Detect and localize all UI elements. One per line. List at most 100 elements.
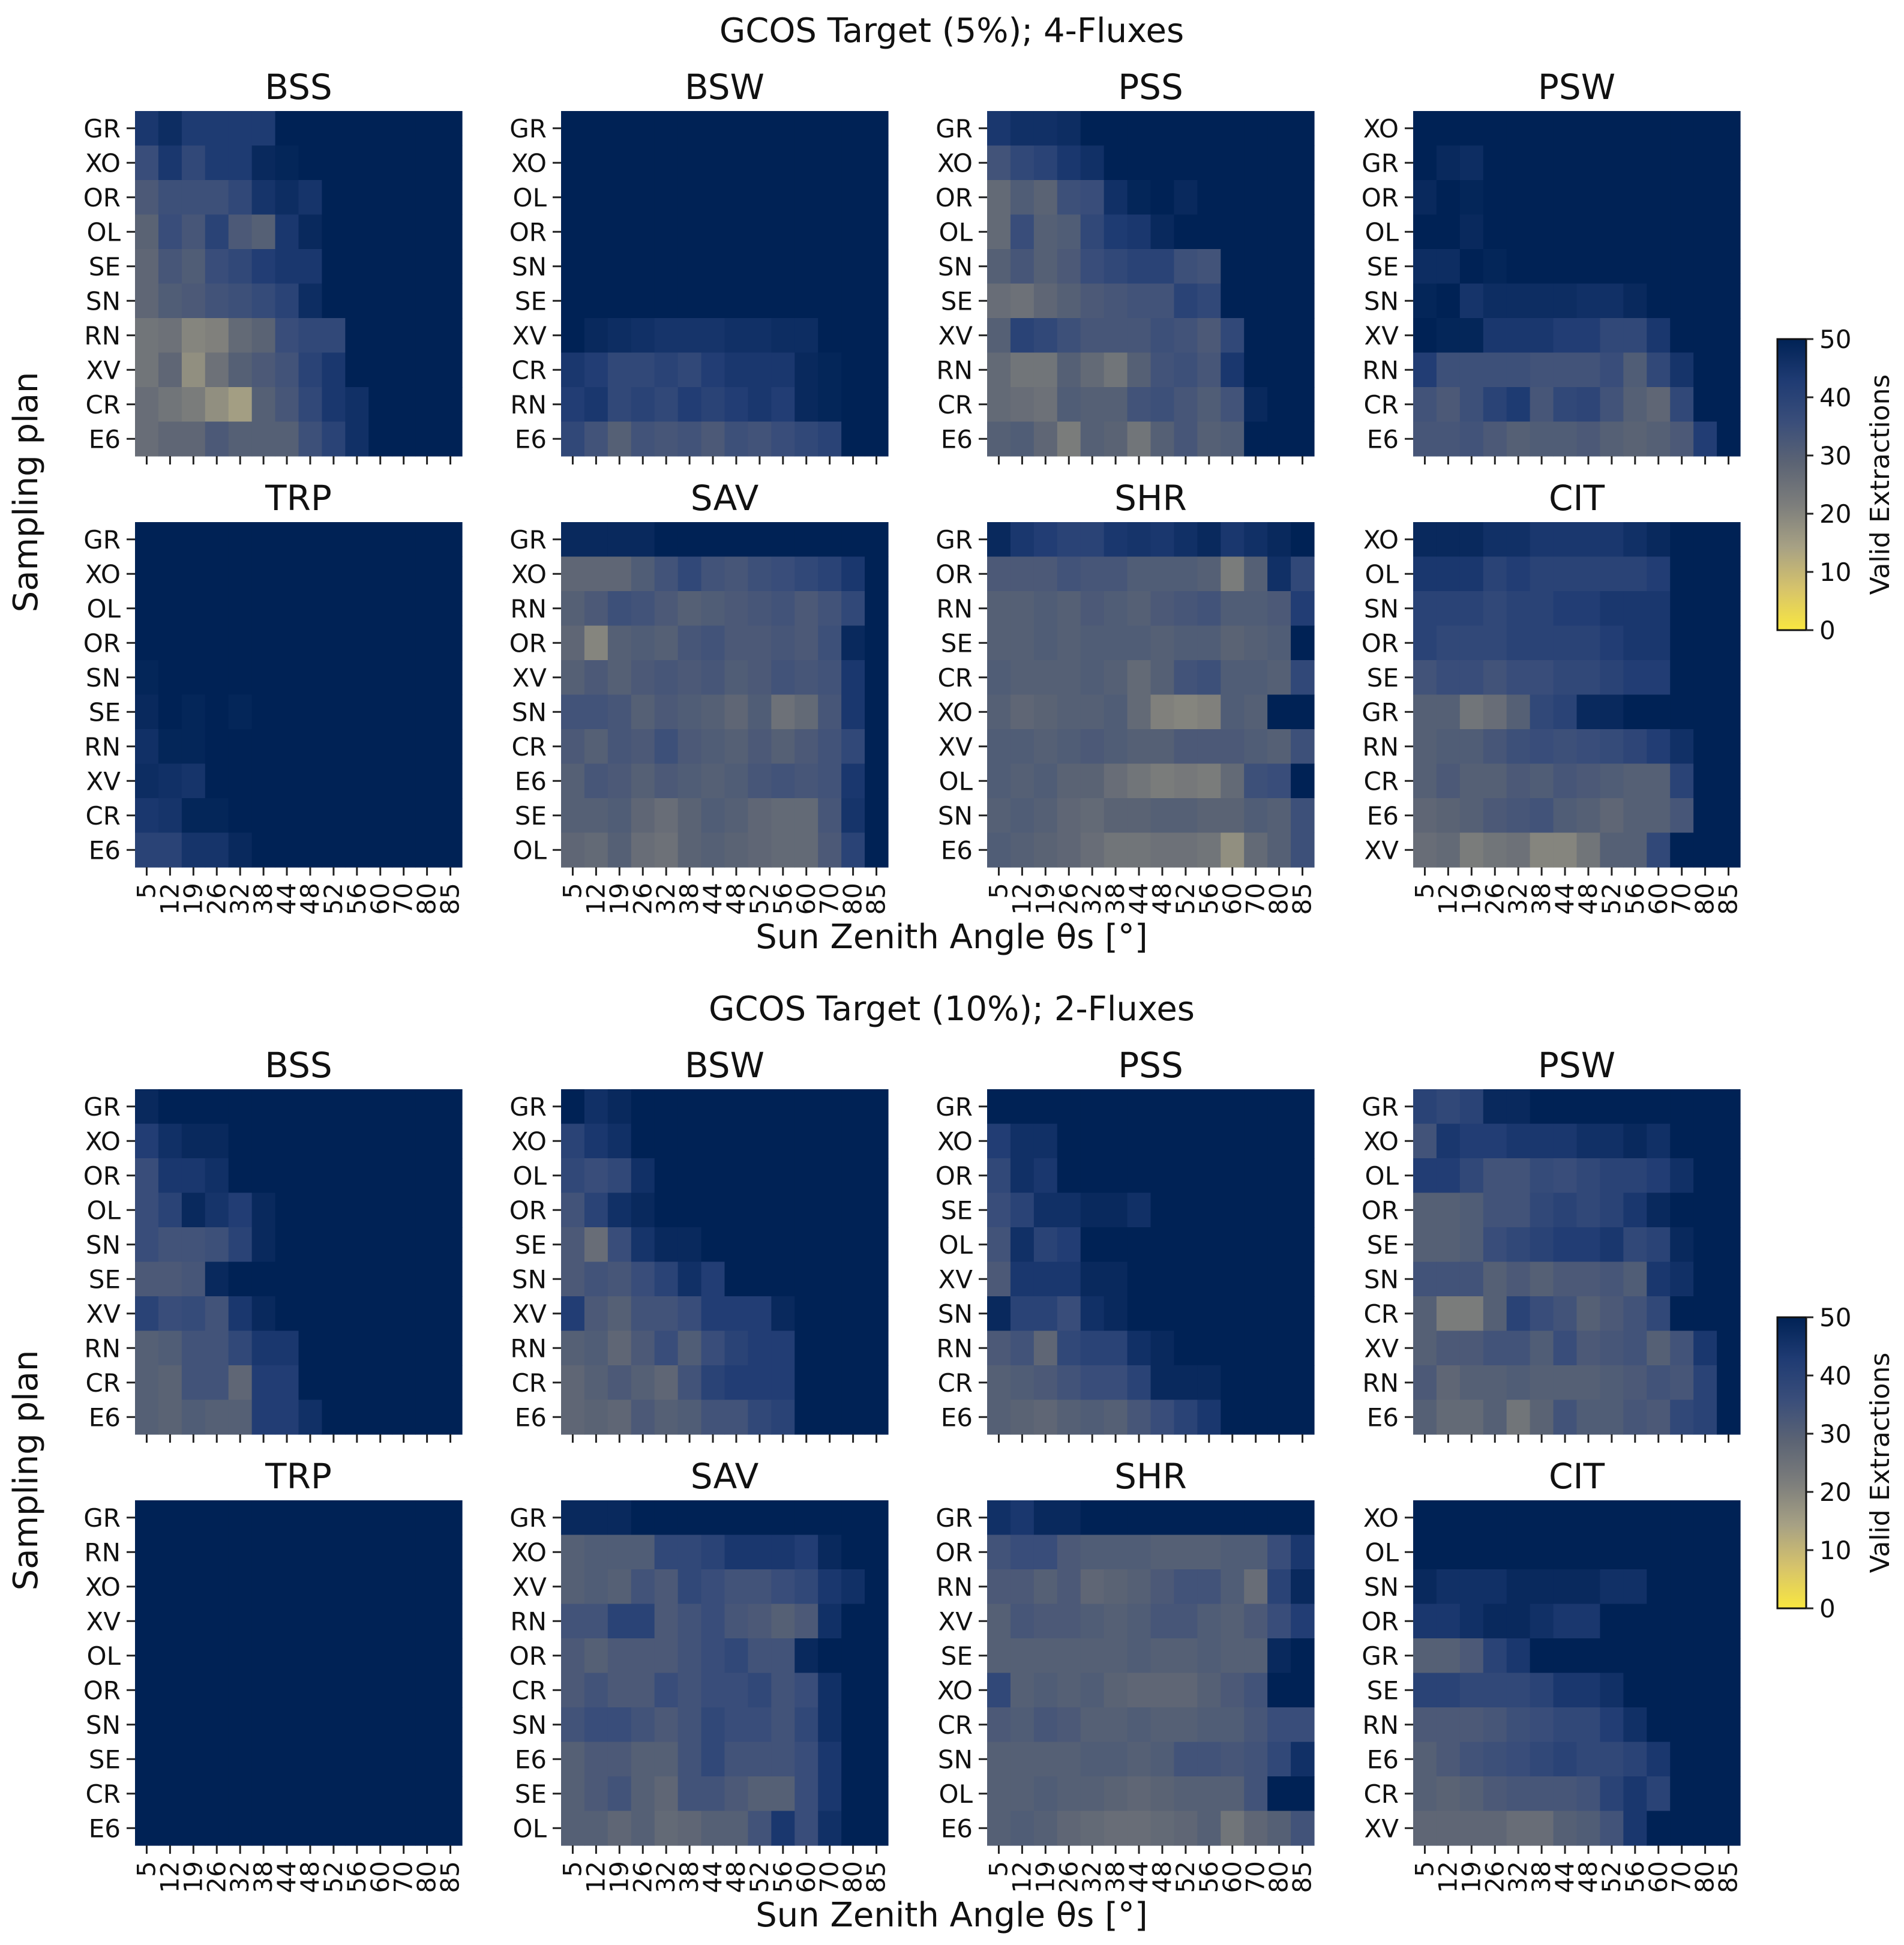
heatmap-cell <box>158 1089 182 1125</box>
heatmap-cell <box>1267 111 1291 146</box>
heatmap-cell <box>1267 1776 1291 1812</box>
heatmap-cell <box>1459 180 1484 215</box>
heatmap-cell <box>561 249 585 284</box>
heatmap-cell <box>1530 832 1554 868</box>
heatmap-cell <box>368 1811 392 1846</box>
heatmap-cell <box>1244 1811 1268 1846</box>
heatmap-cell <box>654 1811 679 1846</box>
heatmap-cell <box>439 1192 463 1228</box>
heatmap-cell <box>841 1089 865 1125</box>
heatmap-cell <box>1291 763 1315 799</box>
heatmap-cell <box>345 1742 369 1777</box>
heatmap-cell <box>987 1123 1011 1159</box>
heatmap-cell <box>1647 1089 1671 1125</box>
heatmap-cell <box>818 522 842 558</box>
heatmap-cell <box>631 694 655 730</box>
heatmap-cell <box>724 1673 749 1708</box>
heatmap-cell <box>158 1500 182 1536</box>
heatmap-cell <box>322 763 346 799</box>
heatmap-cell <box>1413 763 1437 799</box>
heatmap-cell <box>1530 522 1554 558</box>
x-tick-label: 56 <box>1620 1861 1650 1893</box>
heatmap-cell <box>1506 729 1531 765</box>
heatmap-cell <box>1459 1330 1484 1366</box>
heatmap-cell <box>1623 1742 1647 1777</box>
y-tick-label: SN <box>86 286 121 316</box>
heatmap-cell <box>1717 625 1741 661</box>
heatmap-cell <box>1623 111 1647 146</box>
heatmap-cell <box>1267 1158 1291 1194</box>
heatmap-cell <box>1267 214 1291 250</box>
heatmap-cell <box>1080 763 1105 799</box>
heatmap-cell <box>1010 1604 1035 1639</box>
heatmap-cell <box>865 1296 889 1332</box>
heatmap-cell <box>439 1399 463 1435</box>
heatmap-cell <box>771 1742 795 1777</box>
heatmap-cell <box>135 763 159 799</box>
heatmap-cell <box>158 1123 182 1159</box>
y-tick-label: OR <box>83 1676 121 1705</box>
heatmap-cell <box>1506 1811 1531 1846</box>
heatmap-cell <box>181 318 206 353</box>
heatmap-cell <box>181 1158 206 1194</box>
heatmap-cell <box>1693 180 1717 215</box>
heatmap-cell <box>158 522 182 558</box>
heatmap-cell <box>1647 660 1671 696</box>
heatmap-cell <box>1104 1776 1128 1812</box>
heatmap-cell <box>1647 1227 1671 1263</box>
heatmap-cell <box>275 1811 299 1846</box>
heatmap-cell <box>561 1365 585 1401</box>
heatmap-cell <box>701 387 725 422</box>
y-tick-label: SN <box>512 697 547 727</box>
y-tick-label: XO <box>937 697 973 727</box>
heatmap-cell <box>392 1811 416 1846</box>
heatmap-cell <box>724 1500 749 1536</box>
heatmap-cell <box>1010 283 1035 319</box>
heatmap-cell <box>158 214 182 250</box>
heatmap-cell <box>1506 591 1531 627</box>
heatmap-cell <box>1291 111 1315 146</box>
heatmap-cell <box>1057 111 1081 146</box>
heatmap-cell <box>1459 1673 1484 1708</box>
x-tick-label: 19 <box>178 883 208 915</box>
heatmap-cell <box>1197 832 1221 868</box>
y-tick-label: E6 <box>89 1814 121 1843</box>
heatmap-cell <box>841 1638 865 1674</box>
heatmap-cell <box>1483 798 1507 834</box>
heatmap-cell <box>1104 1365 1128 1401</box>
heatmap-cell <box>1670 214 1694 250</box>
heatmap-cell <box>415 249 439 284</box>
heatmap-cell <box>1693 249 1717 284</box>
heatmap-cell <box>251 145 276 181</box>
heatmap-cell <box>392 1365 416 1401</box>
heatmap-cell <box>841 1776 865 1812</box>
y-tick-label: GR <box>509 1503 547 1533</box>
heatmap-cell <box>1244 1089 1268 1125</box>
heatmap-cell <box>345 1535 369 1570</box>
panel-title-pss: PSS <box>1118 67 1183 107</box>
heatmap-cell <box>298 694 323 730</box>
heatmap-cell <box>561 1811 585 1846</box>
heatmap-cell <box>415 1192 439 1228</box>
heatmap-cell <box>631 421 655 457</box>
heatmap-cell <box>1174 832 1198 868</box>
heatmap-cell <box>392 591 416 627</box>
heatmap-cell <box>1436 591 1461 627</box>
heatmap-cell <box>1221 1776 1245 1812</box>
heatmap-cell <box>1174 111 1198 146</box>
heatmap-cell <box>1221 1123 1245 1159</box>
heatmap-cell <box>1483 214 1507 250</box>
heatmap-cell <box>677 352 702 388</box>
heatmap-cell <box>251 111 276 146</box>
heatmap-cell <box>1104 1192 1128 1228</box>
heatmap-cell <box>345 522 369 558</box>
heatmap-cell <box>724 660 749 696</box>
x-tick-label: 12 <box>155 1861 184 1893</box>
heatmap-cell <box>1647 214 1671 250</box>
heatmap-cell <box>439 625 463 661</box>
heatmap-cell <box>1174 591 1198 627</box>
heatmap-cell <box>865 180 889 215</box>
y-tick-label: OL <box>1365 217 1399 247</box>
heatmap-cell <box>1506 694 1531 730</box>
heatmap-cell <box>818 180 842 215</box>
